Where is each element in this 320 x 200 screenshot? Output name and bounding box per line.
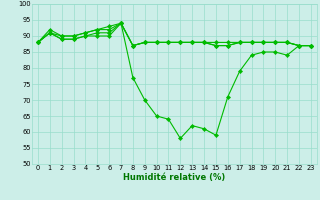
X-axis label: Humidité relative (%): Humidité relative (%) [123,173,226,182]
